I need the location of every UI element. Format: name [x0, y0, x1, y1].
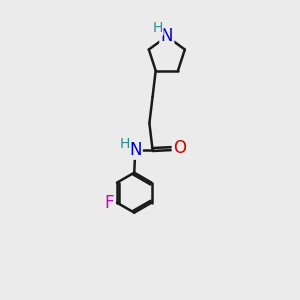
- Text: F: F: [105, 194, 114, 211]
- Text: O: O: [173, 140, 186, 158]
- Text: N: N: [160, 27, 173, 45]
- Text: H: H: [152, 21, 163, 34]
- Text: H: H: [119, 137, 130, 151]
- Text: N: N: [129, 140, 142, 158]
